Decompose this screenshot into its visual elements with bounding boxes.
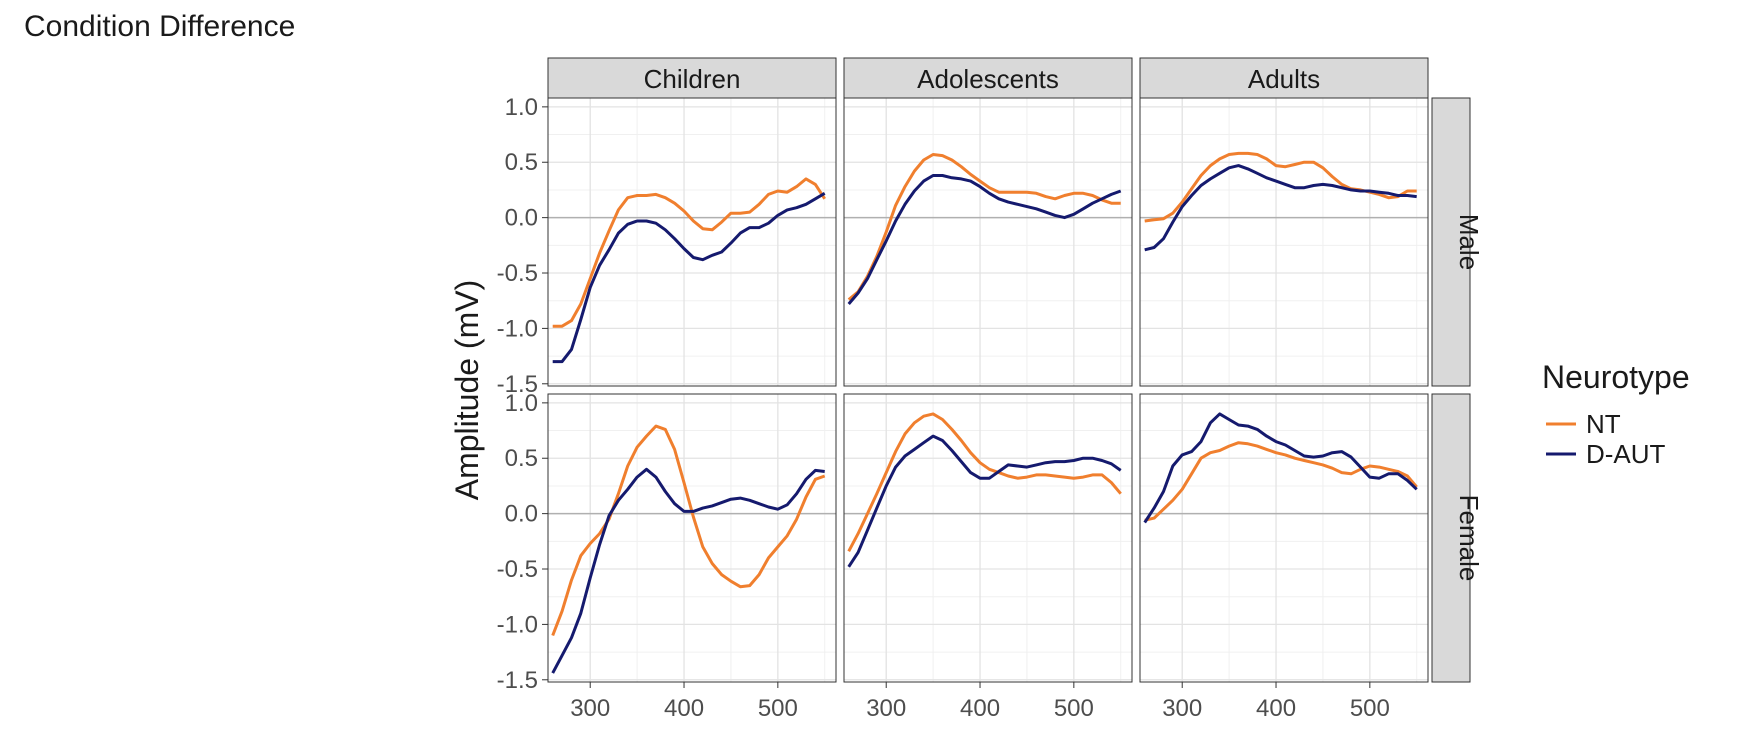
x-tick-label: 500 — [1350, 695, 1390, 722]
panel-border-adolescents-female — [843, 393, 1133, 683]
y-tick-label: 0.0 — [505, 205, 538, 232]
legend-title: Neurotype — [1542, 359, 1690, 395]
series-line-d-aut-adults-male — [1144, 164, 1417, 252]
strip-label-adults: Adults — [1248, 64, 1320, 94]
y-tick-label: -0.5 — [497, 260, 538, 287]
strip-children — [547, 57, 837, 99]
x-tick-label: 400 — [664, 695, 704, 722]
series-line-d-aut-adolescents-female — [847, 434, 1122, 568]
series-line-nt-adults-female — [1144, 441, 1418, 522]
strip-adolescents — [843, 57, 1133, 99]
x-tick-label: 400 — [1256, 695, 1296, 722]
y-axis-title: Amplitude (mV) — [449, 280, 485, 501]
y-tick-label: -1.0 — [497, 611, 538, 638]
panel-border-adults-male — [1139, 97, 1429, 387]
series-line-d-aut-children-male — [552, 192, 826, 364]
strip-adults — [1139, 57, 1429, 99]
x-tick-label: 300 — [866, 695, 906, 722]
panel-background-adults-male — [1140, 98, 1428, 386]
series-line-nt-adolescents-male — [847, 153, 1121, 301]
x-tick-label: 300 — [1162, 695, 1202, 722]
strip-male — [1431, 97, 1471, 387]
panel-border-adults-female — [1139, 393, 1429, 683]
panel-background-children-female — [548, 394, 836, 682]
x-tick-label: 400 — [960, 695, 1000, 722]
legend-label-d-aut: D-AUT — [1586, 439, 1666, 469]
strip-female — [1431, 393, 1471, 683]
y-tick-label: 0.5 — [505, 149, 538, 176]
x-tick-label: 500 — [758, 695, 798, 722]
y-tick-label: -0.5 — [497, 556, 538, 583]
series-line-nt-adolescents-female — [847, 412, 1122, 553]
legend-label-nt: NT — [1586, 409, 1621, 439]
series-line-d-aut-adults-female — [1143, 412, 1418, 524]
panel-border-children-male — [547, 97, 837, 387]
strip-label-adolescents: Adolescents — [917, 64, 1059, 94]
panel-background-adolescents-female — [844, 394, 1132, 682]
page-title: Condition Difference — [24, 10, 296, 43]
panel-border-adolescents-male — [843, 97, 1133, 387]
series-line-d-aut-adolescents-male — [847, 174, 1122, 305]
series-line-d-aut-children-female — [551, 467, 825, 674]
y-tick-label: 0.5 — [505, 445, 538, 472]
x-tick-label: 500 — [1054, 695, 1094, 722]
strip-label-children: Children — [644, 64, 741, 94]
series-line-nt-children-female — [551, 424, 826, 637]
y-tick-label: 1.0 — [505, 390, 538, 417]
panel-background-adults-female — [1140, 394, 1428, 682]
panel-border-children-female — [547, 393, 837, 683]
y-tick-label: -1.5 — [497, 371, 538, 398]
y-tick-label: -1.0 — [497, 315, 538, 342]
strip-label-female: Female — [1454, 495, 1484, 582]
panel-background-children-male — [548, 98, 836, 386]
series-line-nt-children-male — [552, 177, 826, 328]
strip-label-male: Male — [1454, 214, 1484, 270]
y-tick-label: -1.5 — [497, 667, 538, 694]
panel-background-adolescents-male — [844, 98, 1132, 386]
y-tick-label: 0.0 — [505, 501, 538, 528]
y-tick-label: 1.0 — [505, 94, 538, 121]
x-tick-label: 300 — [570, 695, 610, 722]
